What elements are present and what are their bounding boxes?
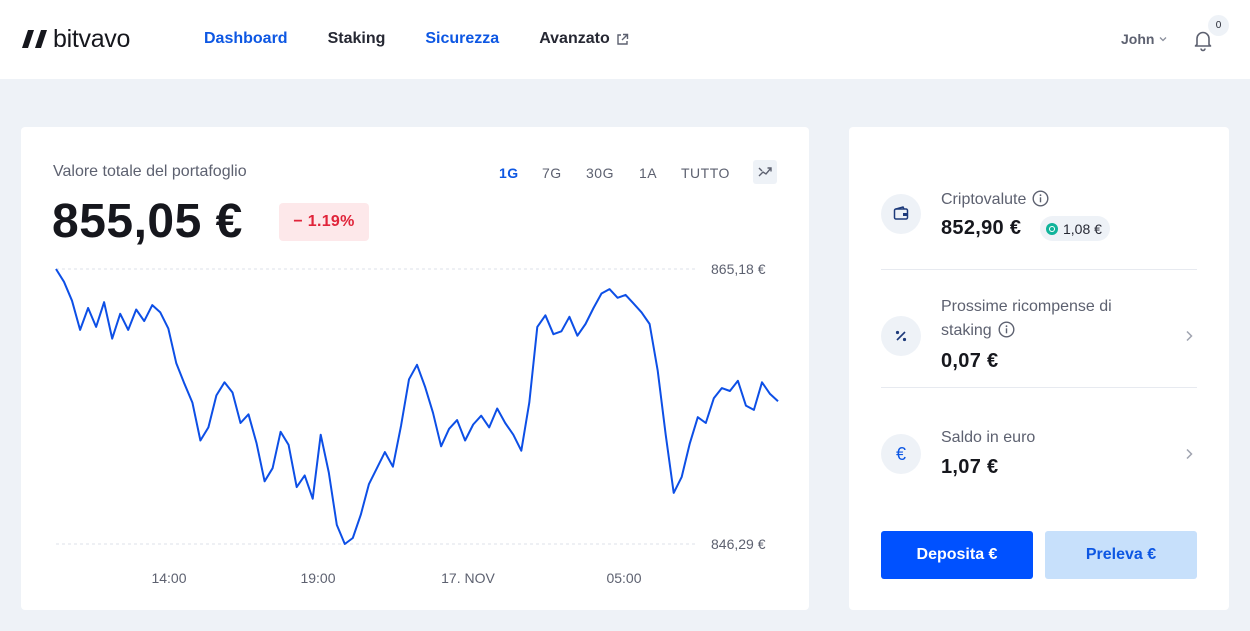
period-1g[interactable]: 1G (499, 165, 519, 181)
top-navigation-bar: bitvavo Dashboard Staking Sicurezza Avan… (0, 0, 1250, 79)
staking-badge-value: 1,08 € (1063, 220, 1102, 237)
portfolio-line-chart: 865,18 € 846,29 € 14:00 19:00 17. NOV 05… (55, 261, 779, 586)
bitvavo-logo[interactable]: bitvavo (22, 24, 130, 54)
info-icon[interactable] (998, 321, 1015, 346)
euro-icon: € (881, 434, 921, 474)
divider (881, 387, 1197, 388)
chart-mode-toggle-icon[interactable] (753, 160, 777, 184)
period-30g[interactable]: 30G (586, 165, 614, 181)
chevron-down-icon (1159, 36, 1167, 42)
x-tick-label: 19:00 (300, 570, 335, 586)
period-1a[interactable]: 1A (639, 165, 658, 181)
euro-title: Saldo in euro (941, 429, 1036, 446)
euro-balance-row[interactable]: € Saldo in euro 1,07 € (881, 429, 1197, 482)
portfolio-chart-card: Valore totale del portafoglio 855,05 € −… (21, 127, 809, 610)
series-line-portfolio (55, 268, 779, 545)
portfolio-value: 855,05 € (52, 195, 243, 248)
rewards-title-line2: staking (941, 319, 1015, 346)
period-7g[interactable]: 7G (542, 165, 562, 181)
staking-badge[interactable]: 1,08 € (1040, 216, 1110, 241)
chevron-right-icon (1181, 446, 1197, 462)
brand-name: bitvavo (53, 25, 131, 53)
wallet-icon (881, 194, 921, 234)
nav-avanzato[interactable]: Avanzato (539, 29, 629, 49)
crypto-title-text: Criptovalute (941, 191, 1027, 208)
bitvavo-mark-icon (22, 30, 47, 48)
notifications-bell-icon[interactable] (1191, 28, 1215, 52)
period-tutto[interactable]: TUTTO (681, 165, 730, 181)
staking-icon (1046, 222, 1058, 235)
balances-card: Criptovalute 852,90 € 1,08 € Prossime ri… (849, 127, 1229, 610)
rewards-title-line1: Prossime ricompense di (941, 298, 1112, 315)
crypto-value: 852,90 € (941, 217, 1022, 239)
chevron-right-icon (1181, 328, 1197, 344)
staking-rewards-row[interactable]: Prossime ricompense di staking 0,07 € (881, 295, 1197, 379)
rewards-value: 0,07 € (941, 350, 999, 372)
rewards-title-text: staking (941, 322, 992, 339)
max-value-label: 865,18 € (711, 261, 766, 277)
period-selector: 1G 7G 30G 1A TUTTO (21, 164, 809, 184)
nav-avanzato-label: Avanzato (539, 30, 610, 47)
portfolio-change-badge: − 1.19% (279, 203, 369, 241)
user-name: John (1121, 31, 1155, 47)
main-nav: Dashboard Staking Sicurezza Avanzato (204, 29, 669, 49)
withdraw-button[interactable]: Preleva € (1045, 531, 1197, 579)
crypto-title: Criptovalute (941, 188, 1049, 215)
external-link-icon (616, 33, 629, 46)
portfolio-label: Valore totale del portafoglio (53, 163, 247, 180)
nav-staking[interactable]: Staking (327, 30, 386, 47)
euro-value: 1,07 € (941, 456, 999, 478)
info-icon[interactable] (1032, 190, 1049, 215)
deposit-button[interactable]: Deposita € (881, 531, 1033, 579)
x-tick-label: 14:00 (151, 570, 186, 586)
notification-count-badge: 0 (1208, 15, 1229, 36)
nav-dashboard[interactable]: Dashboard (204, 30, 288, 47)
x-tick-label: 17. NOV (441, 570, 495, 586)
x-tick-label: 05:00 (606, 570, 641, 586)
nav-sicurezza[interactable]: Sicurezza (425, 30, 500, 47)
min-value-label: 846,29 € (711, 536, 766, 552)
percent-icon (881, 316, 921, 356)
crypto-balance-row: Criptovalute 852,90 € (881, 190, 1197, 254)
user-menu[interactable]: John (1121, 30, 1167, 48)
divider (881, 269, 1197, 270)
